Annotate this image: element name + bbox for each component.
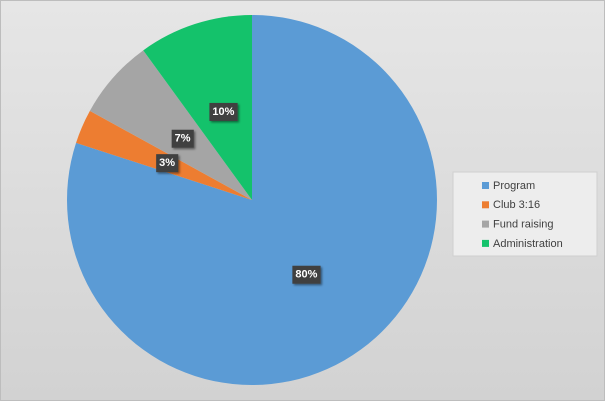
legend-marker <box>482 201 489 209</box>
pie-slice <box>89 50 252 201</box>
data-label-box <box>156 154 179 173</box>
data-label: 7% <box>175 133 191 145</box>
legend-marker <box>482 182 489 189</box>
data-label-box <box>292 265 321 284</box>
data-label: 10% <box>212 106 234 118</box>
data-label-group: 10% <box>209 102 238 121</box>
legend-marker <box>482 220 489 228</box>
data-label: 80% <box>295 269 317 281</box>
data-label-group: 80% <box>292 265 321 284</box>
legend-label: Program <box>493 180 535 192</box>
data-label: 3% <box>159 157 175 169</box>
legend-label: Administration <box>493 238 563 250</box>
legend-box <box>452 171 598 257</box>
data-label-box <box>171 129 194 148</box>
pie-slice <box>67 15 437 386</box>
legend-label: Fund raising <box>493 219 554 231</box>
data-label-group: 7% <box>171 129 194 148</box>
pie-slice <box>143 15 252 200</box>
data-label-group: 3% <box>156 154 179 173</box>
legend-label: Club 3:16 <box>493 199 540 211</box>
data-label-box <box>209 102 238 121</box>
legend-marker <box>482 239 489 247</box>
